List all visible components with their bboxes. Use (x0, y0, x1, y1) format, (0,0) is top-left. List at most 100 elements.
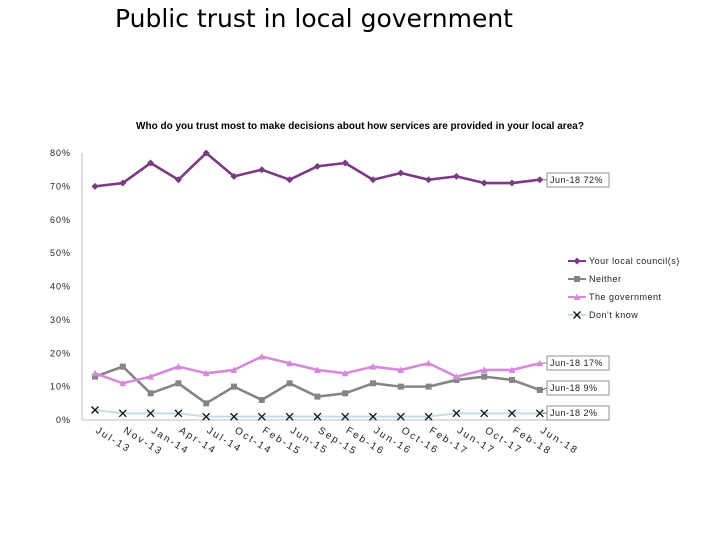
data-point (286, 359, 294, 367)
data-point (119, 179, 127, 187)
data-point (480, 179, 488, 187)
legend-item: The government (568, 292, 662, 302)
data-point (119, 379, 127, 387)
data-point (342, 390, 349, 397)
data-point (91, 369, 99, 377)
data-point (147, 390, 154, 397)
data-point (396, 412, 405, 421)
data-point (175, 380, 182, 387)
legend-marker (573, 257, 581, 265)
data-point (369, 363, 377, 370)
callout-box (546, 172, 610, 188)
data-point (314, 393, 321, 400)
data-point (535, 409, 544, 418)
data-point (508, 179, 516, 187)
data-point (92, 373, 98, 380)
data-point (341, 369, 349, 377)
data-point (202, 369, 210, 377)
series-don-t-know (91, 406, 544, 421)
data-point (147, 373, 155, 380)
callout-leader (541, 387, 548, 391)
y-tick-label: 70% (50, 181, 71, 191)
series-the-government (91, 353, 544, 387)
chart-question: Who do you trust most to make decisions … (136, 121, 584, 132)
y-tick-label: 10% (50, 382, 71, 392)
data-point (91, 182, 99, 190)
legend-marker (573, 311, 581, 319)
legend-label: Your local council(s) (589, 256, 680, 266)
data-point (257, 412, 266, 421)
y-tick-label: 30% (50, 315, 71, 325)
data-point (369, 176, 377, 184)
y-tick-label: 60% (50, 215, 71, 225)
data-point (397, 169, 405, 177)
legend-item: Don't know (568, 310, 638, 320)
y-tick-label: 50% (50, 248, 71, 258)
data-point (424, 412, 433, 421)
y-tick-label: 20% (50, 348, 71, 358)
data-point (230, 172, 238, 180)
data-point (286, 176, 294, 184)
callout-text: Jun-18 17% (550, 358, 603, 368)
callout-text: Jun-18 2% (550, 408, 598, 418)
data-point (313, 366, 321, 373)
data-point (453, 376, 460, 383)
callout-label: Jun-18 9% (541, 380, 610, 396)
data-point (397, 366, 405, 373)
data-point (536, 176, 544, 184)
data-point (425, 359, 433, 367)
x-axis-ticks: Jul-13Nov-13Jan-14Apr-14Jul-14Oct-14Feb-… (93, 425, 580, 458)
data-point (230, 366, 238, 373)
callout-label: Jun-18 2% (541, 405, 610, 421)
series-neither (92, 363, 543, 407)
legend-label: Don't know (589, 310, 638, 320)
callout-text: Jun-18 9% (550, 383, 598, 393)
data-point (230, 412, 238, 421)
series-line (94, 408, 540, 418)
y-tick-label: 40% (50, 282, 71, 292)
data-point (341, 412, 350, 421)
y-axis-ticks: 0% 10% 20% 30% 40% 50% 60% 70% 80% (50, 148, 71, 425)
data-point (508, 366, 516, 373)
legend-label: The government (589, 292, 662, 302)
data-point (146, 409, 155, 418)
legend-label: Neither (589, 274, 622, 284)
y-tick-label: 0% (56, 415, 71, 425)
slide-title: Public trust in local government (115, 4, 513, 33)
data-point (174, 363, 182, 370)
data-point (452, 373, 460, 380)
data-point (370, 380, 376, 387)
legend-marker (574, 276, 580, 282)
y-tick-label: 80% (50, 148, 71, 158)
data-point (536, 359, 544, 367)
callout-text: Jun-18 72% (550, 175, 603, 185)
data-point (452, 409, 461, 418)
data-point (174, 409, 183, 418)
callout-box (546, 405, 610, 421)
data-point (147, 159, 155, 167)
data-point (313, 162, 321, 170)
data-point (397, 383, 404, 390)
data-point (508, 409, 516, 418)
data-point (91, 406, 99, 414)
data-point (452, 172, 460, 180)
legend-item: Neither (568, 274, 622, 284)
data-point (202, 149, 210, 157)
callout-label: Jun-18 17% (541, 355, 610, 371)
data-point (480, 366, 488, 373)
series-your-local-council-s (91, 149, 544, 190)
data-point (258, 166, 266, 174)
legend-item: Your local council(s) (568, 256, 680, 266)
data-point (509, 376, 515, 383)
series-layer (91, 149, 544, 421)
data-point (258, 353, 266, 360)
data-point (258, 396, 265, 403)
data-point (536, 386, 543, 393)
callout-box (546, 355, 610, 371)
data-point (202, 412, 211, 421)
data-point (369, 412, 377, 421)
data-point (285, 412, 294, 421)
data-point (425, 176, 433, 184)
data-point (313, 412, 322, 421)
data-point (481, 373, 488, 380)
